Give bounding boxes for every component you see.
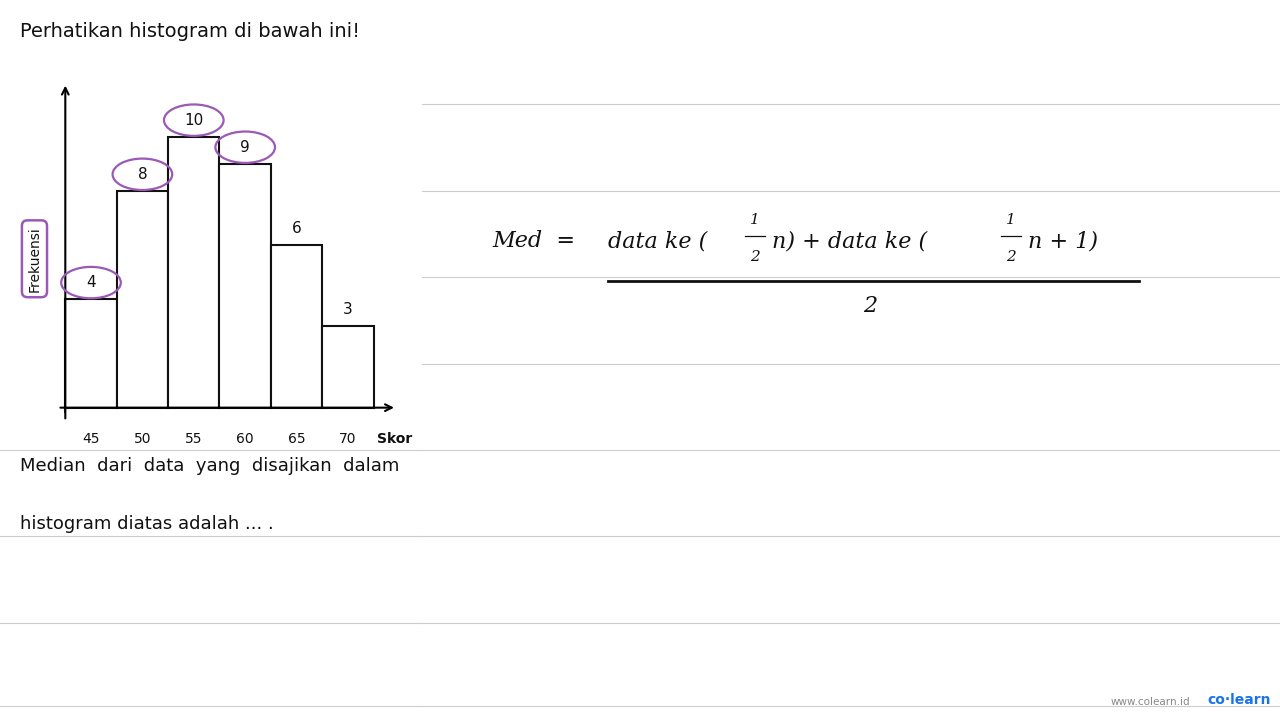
Text: histogram diatas adalah ... .: histogram diatas adalah ... . (20, 515, 274, 533)
Text: 60: 60 (237, 432, 253, 446)
Text: data ke (: data ke ( (608, 230, 708, 252)
Bar (168, 137, 219, 408)
Bar (323, 326, 374, 408)
Text: 2: 2 (863, 295, 878, 317)
Bar (219, 164, 271, 408)
Text: 10: 10 (184, 112, 204, 127)
Text: n + 1): n + 1) (1028, 230, 1098, 252)
Bar (116, 191, 168, 408)
Bar (65, 300, 116, 408)
Text: 70: 70 (339, 432, 357, 446)
Text: 8: 8 (137, 167, 147, 182)
Text: 9: 9 (241, 140, 250, 155)
Text: 45: 45 (82, 432, 100, 446)
Text: 4: 4 (86, 275, 96, 290)
Text: Med  =: Med = (493, 230, 576, 252)
Text: 3: 3 (343, 302, 353, 318)
Text: 1: 1 (1006, 212, 1016, 227)
Text: n) + data ke (: n) + data ke ( (772, 230, 927, 252)
Text: 2: 2 (750, 250, 760, 264)
Text: Skor: Skor (376, 432, 412, 446)
Text: 65: 65 (288, 432, 306, 446)
Text: co·learn: co·learn (1207, 693, 1271, 707)
Text: 55: 55 (186, 432, 202, 446)
Text: 50: 50 (133, 432, 151, 446)
Text: 1: 1 (750, 212, 760, 227)
Text: Perhatikan histogram di bawah ini!: Perhatikan histogram di bawah ini! (20, 22, 361, 40)
Text: Median  dari  data  yang  disajikan  dalam: Median dari data yang disajikan dalam (20, 457, 399, 475)
Bar (271, 246, 323, 408)
Text: 2: 2 (1006, 250, 1016, 264)
Text: www.colearn.id: www.colearn.id (1111, 697, 1190, 707)
Text: 6: 6 (292, 221, 302, 236)
Text: Frekuensi: Frekuensi (27, 226, 41, 292)
